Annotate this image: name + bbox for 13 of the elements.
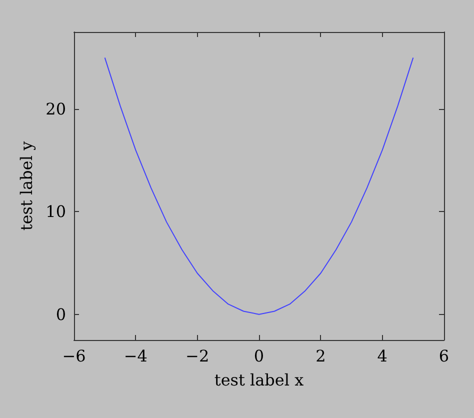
line-series [104,57,414,315]
x-tick-label: −4 [124,346,148,366]
y-axis-title: test label y [17,141,36,231]
x-tick-label: −2 [186,346,210,366]
y-tick-label: 0 [56,304,66,324]
x-axis-title: test label x [214,370,304,390]
x-tick-label: 4 [377,346,388,366]
y-tick-label: 20 [46,100,66,118]
x-tick-label: 0 [254,346,264,366]
y-tick-label: 10 [46,202,66,222]
x-tick-label: 6 [438,346,450,366]
x-tick-label: −6 [62,346,86,366]
x-tick-label: 2 [316,346,326,366]
